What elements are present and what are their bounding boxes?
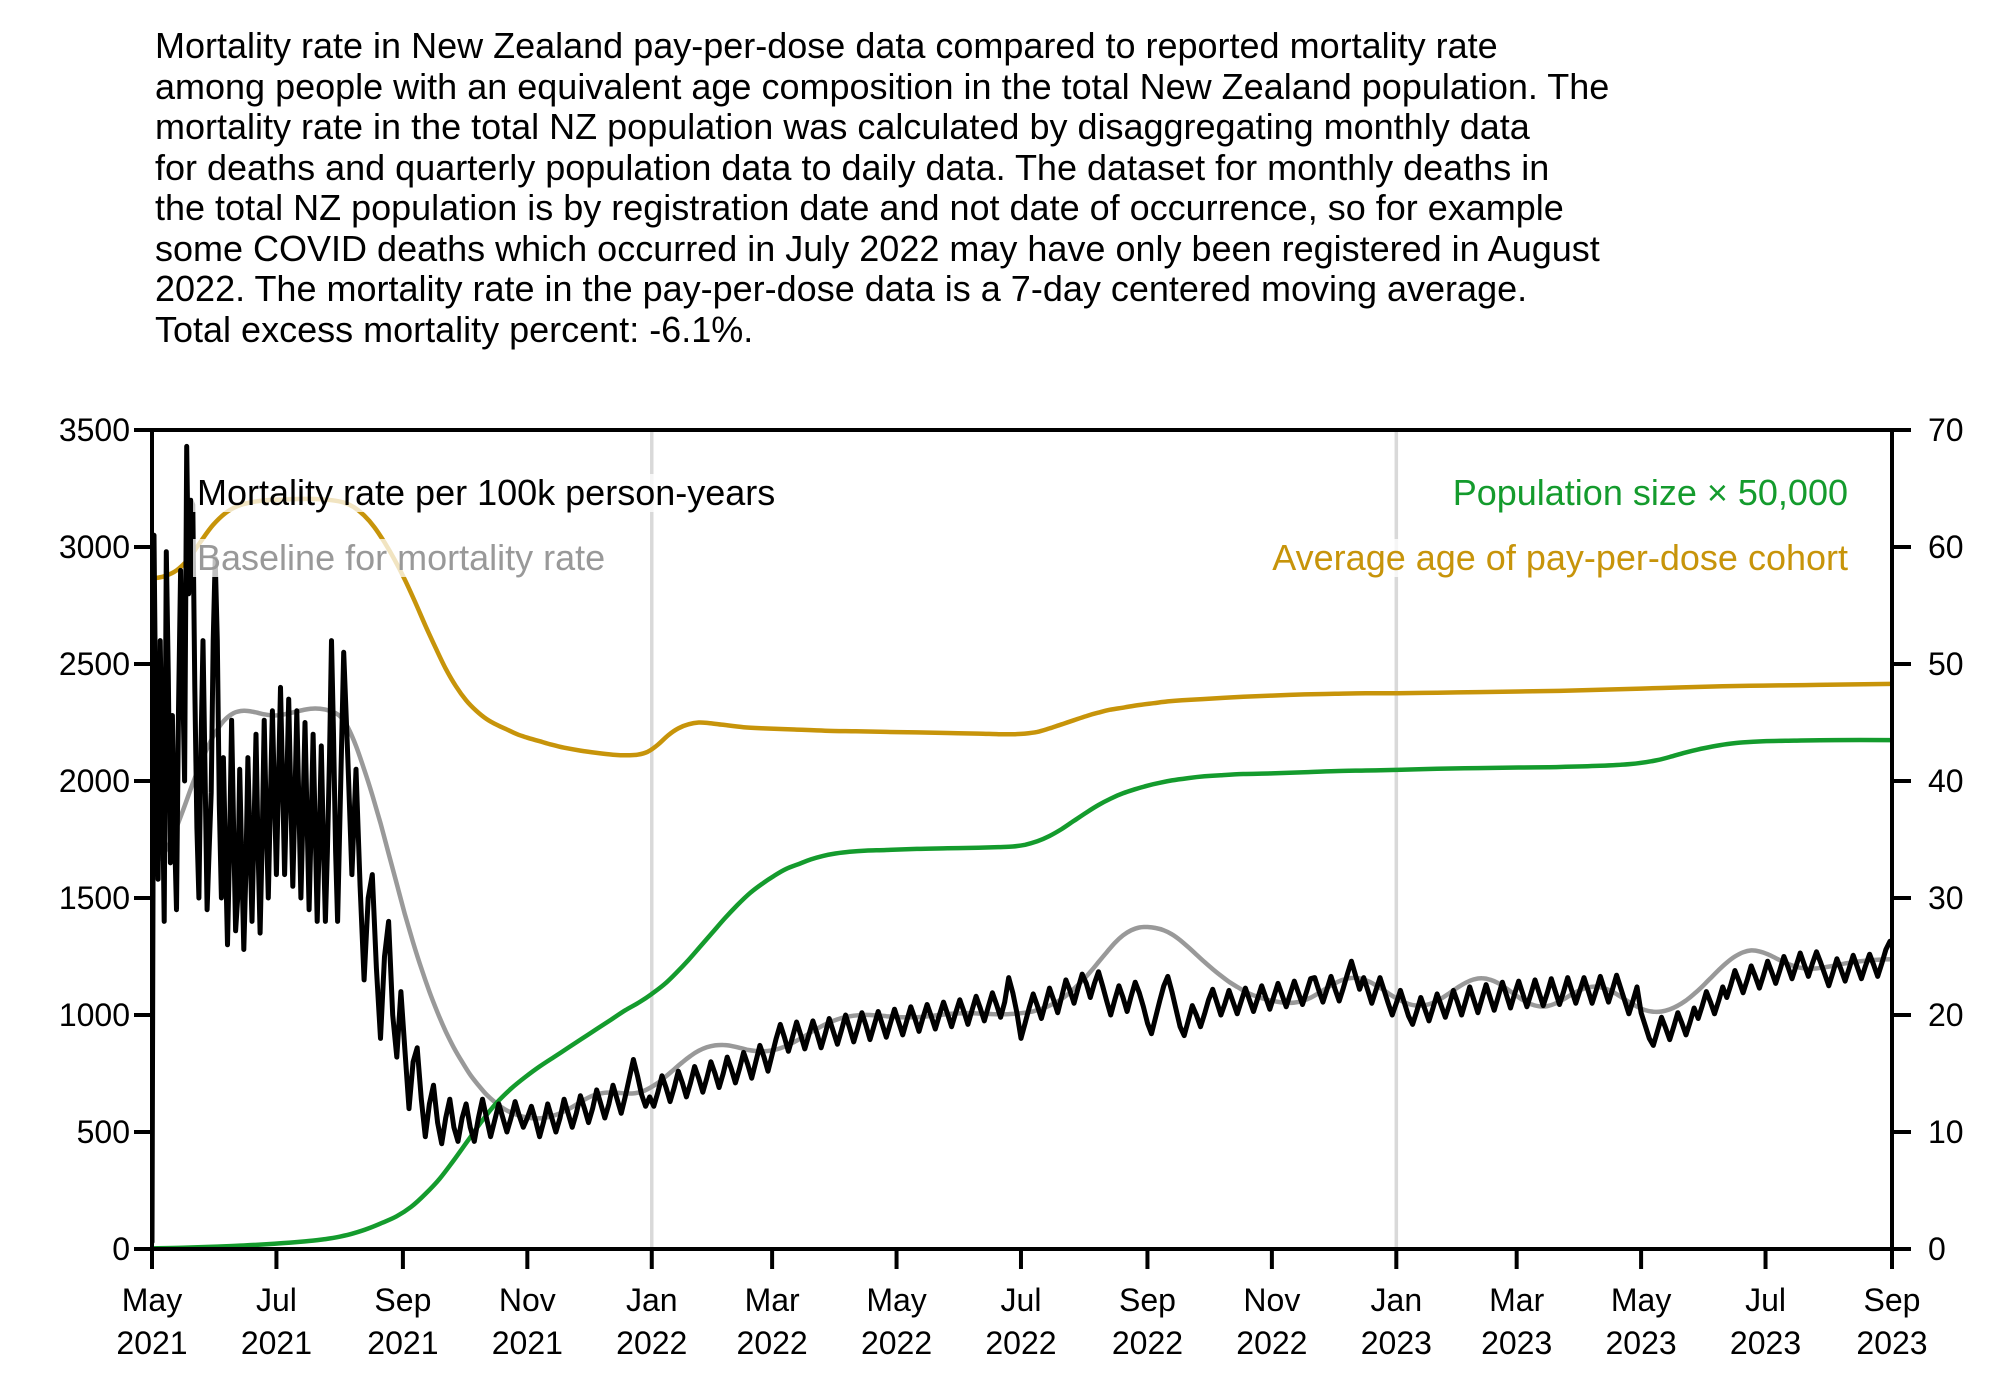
x-tick-month-label: Jul — [256, 1282, 297, 1318]
x-tick-month-label: Sep — [1864, 1282, 1921, 1318]
description-line: mortality rate in the total NZ populatio… — [155, 106, 1530, 147]
x-tick-year-label: 2022 — [1236, 1325, 1307, 1361]
x-tick-month-label: May — [866, 1282, 926, 1318]
y-right-tick-label: 40 — [1928, 763, 1964, 799]
y-right-tick-label: 10 — [1928, 1114, 1964, 1150]
description-line: Total excess mortality percent: -6.1%. — [155, 308, 754, 350]
legend-mortality-rate: Mortality rate per 100k person-years — [193, 474, 780, 512]
y-left-tick-label: 1000 — [59, 997, 130, 1033]
x-tick-year-label: 2021 — [492, 1325, 563, 1361]
x-tick-month-label: Jan — [1371, 1282, 1423, 1318]
y-left-tick-label: 3500 — [59, 412, 130, 448]
legend-average-age: Average age of pay-per-dose cohort — [1268, 539, 1852, 577]
legend-population-size: Population size × 50,000 — [1448, 474, 1852, 512]
description-line: among people with an equivalent age comp… — [155, 65, 1610, 107]
x-tick-month-label: Nov — [499, 1282, 556, 1318]
x-tick-month-label: Jan — [626, 1282, 678, 1318]
x-tick-year-label: 2022 — [861, 1325, 932, 1361]
y-right-tick-label: 50 — [1928, 646, 1964, 682]
y-right-tick-label: 30 — [1928, 880, 1964, 916]
x-tick-year-label: 2021 — [367, 1325, 438, 1361]
x-tick-year-label: 2023 — [1856, 1325, 1927, 1361]
y-left-tick-label: 500 — [77, 1114, 130, 1150]
y-left-tick-label: 2500 — [59, 646, 130, 682]
x-tick-year-label: 2023 — [1730, 1325, 1801, 1361]
description-line: Mortality rate in New Zealand pay-per-do… — [155, 25, 1498, 66]
x-tick-month-label: Mar — [1489, 1282, 1544, 1318]
x-tick-month-label: Mar — [745, 1282, 800, 1318]
x-tick-month-label: May — [1611, 1282, 1671, 1318]
x-tick-year-label: 2021 — [116, 1325, 187, 1361]
x-tick-year-label: 2022 — [1112, 1325, 1183, 1361]
y-left-tick-label: 2000 — [59, 763, 130, 799]
y-right-tick-label: 70 — [1928, 412, 1964, 448]
description-line: the total NZ population is by registrati… — [155, 187, 1564, 228]
legend-baseline: Baseline for mortality rate — [193, 539, 610, 577]
x-tick-month-label: Jul — [1745, 1282, 1786, 1318]
y-left-tick-label: 3000 — [59, 529, 130, 565]
x-tick-year-label: 2022 — [985, 1325, 1056, 1361]
x-tick-year-label: 2023 — [1481, 1325, 1552, 1361]
x-tick-year-label: 2023 — [1361, 1325, 1432, 1361]
description-line: for deaths and quarterly population data… — [155, 146, 1550, 188]
population-line — [152, 737, 1892, 1249]
y-left-tick-label: 1500 — [59, 880, 130, 916]
y-right-tick-label: 0 — [1928, 1231, 1946, 1267]
x-tick-month-label: Nov — [1243, 1282, 1300, 1318]
x-tick-year-label: 2022 — [616, 1325, 687, 1361]
x-tick-year-label: 2023 — [1606, 1325, 1677, 1361]
x-tick-month-label: May — [122, 1282, 182, 1318]
y-right-tick-label: 60 — [1928, 529, 1964, 565]
description-line: 2022. The mortality rate in the pay-per-… — [155, 268, 1528, 309]
x-tick-month-label: Jul — [1001, 1282, 1042, 1318]
x-tick-month-label: Sep — [374, 1282, 431, 1318]
mortality-line — [152, 443, 1892, 1245]
x-tick-month-label: Sep — [1119, 1282, 1176, 1318]
y-left-tick-label: 0 — [112, 1231, 130, 1267]
chart-description: Mortality rate in New Zealand pay-per-do… — [155, 25, 1610, 350]
description-line: some COVID deaths which occurred in July… — [155, 227, 1600, 269]
y-right-tick-label: 20 — [1928, 997, 1964, 1033]
x-tick-year-label: 2021 — [241, 1325, 312, 1361]
x-tick-year-label: 2022 — [737, 1325, 808, 1361]
